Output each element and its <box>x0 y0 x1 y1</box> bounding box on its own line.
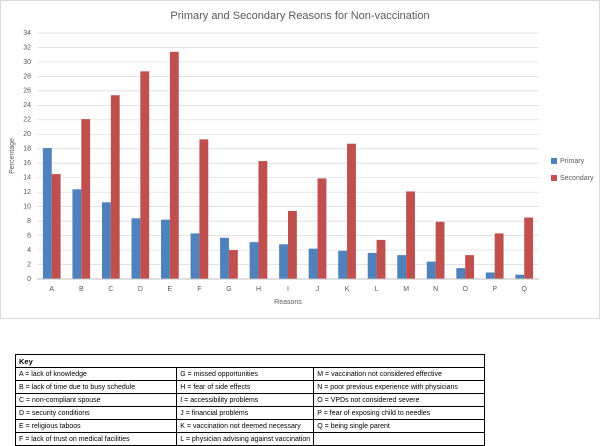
legend-label: Primary <box>560 158 585 165</box>
bar <box>72 189 82 279</box>
key-cell: P = fear of exposing child to needles <box>313 406 485 420</box>
x-tick-label: Q <box>522 286 528 293</box>
x-tick-label: M <box>403 286 409 293</box>
legend-swatch <box>551 158 557 164</box>
y-tick-label: 4 <box>27 247 31 254</box>
bar <box>288 210 297 279</box>
x-tick-label: G <box>226 286 231 293</box>
bar <box>169 51 179 279</box>
bar <box>308 248 318 279</box>
x-tick-label: N <box>433 286 438 293</box>
bar <box>110 95 120 279</box>
bar <box>51 174 61 279</box>
key-cell: K = vaccination not deemed necessary <box>176 419 315 433</box>
y-tick-label: 34 <box>23 30 31 37</box>
y-tick-label: 18 <box>23 146 31 153</box>
y-tick-label: 20 <box>23 131 31 138</box>
chart-border <box>0 0 600 319</box>
bar <box>199 139 209 279</box>
bar <box>367 252 377 279</box>
bar <box>190 233 200 279</box>
key-cell: A = lack of knowledge <box>14 367 178 381</box>
bar <box>42 148 52 279</box>
bar <box>524 217 534 279</box>
y-tick-label: 0 <box>27 276 31 283</box>
chart-title: Primary and Secondary Reasons for Non-va… <box>170 10 429 22</box>
y-tick-label: 16 <box>23 160 31 167</box>
bar <box>515 274 525 279</box>
y-tick-label: 10 <box>23 203 31 210</box>
legend-label: Secondary <box>560 175 594 182</box>
x-tick-label: A <box>49 286 54 293</box>
key-table: Key A = lack of knowledge G = missed oppor… <box>14 354 485 446</box>
x-tick-label: E <box>168 286 173 293</box>
key-cell: B = lack of time due to busy schedule <box>14 380 178 394</box>
y-tick-label: 22 <box>23 117 31 124</box>
bar <box>140 71 150 279</box>
bar <box>258 161 268 279</box>
y-tick-label: 30 <box>23 59 31 66</box>
x-tick-label: D <box>138 286 143 293</box>
y-tick-label: 2 <box>27 261 31 268</box>
bar <box>494 233 504 279</box>
x-tick-label: F <box>197 286 201 293</box>
bar <box>228 250 238 279</box>
bar <box>317 178 327 279</box>
bar <box>279 244 288 279</box>
bar <box>347 143 356 279</box>
bar <box>161 219 170 279</box>
key-cell: Q = being single parent <box>313 419 485 433</box>
key-cell: F = lack of trust on medical facilities <box>14 432 178 446</box>
y-tick-label: 32 <box>23 44 31 51</box>
bar <box>101 202 111 279</box>
x-tick-label: O <box>462 286 468 293</box>
x-tick-label: H <box>256 286 261 293</box>
x-tick-label: J <box>316 286 320 293</box>
bar <box>435 221 445 279</box>
key-cell: D = security conditions <box>14 406 178 420</box>
x-tick-label: B <box>79 286 84 293</box>
x-tick-label: P <box>492 286 497 293</box>
key-cell: C = non-compliant spouse <box>14 393 178 407</box>
x-tick-label: K <box>345 286 350 293</box>
bar <box>376 239 386 279</box>
key-cell: O = VPDs not considered severe <box>313 393 485 407</box>
bar <box>81 119 91 279</box>
key-cell <box>313 432 485 446</box>
bar <box>485 272 495 279</box>
key-cell: L = physician advising against vaccinati… <box>176 432 315 446</box>
y-tick-label: 24 <box>23 102 31 109</box>
key-cell: J = financial problems <box>176 406 315 420</box>
bar <box>426 261 436 279</box>
bar <box>249 242 259 279</box>
y-tick-label: 26 <box>23 88 31 95</box>
key-cell: N = poor previous experience with physic… <box>313 380 485 394</box>
key-cell: E = religious taboos <box>14 419 178 433</box>
key-cell: I = accessibility problems <box>176 393 315 407</box>
y-tick-label: 12 <box>23 189 31 196</box>
bar <box>338 250 348 279</box>
bar <box>456 268 466 279</box>
key-cell: M = vaccination not considered effective <box>313 367 485 381</box>
key-cell: H = fear of side effects <box>176 380 315 394</box>
bar <box>406 191 415 279</box>
bar <box>131 218 141 279</box>
legend-swatch <box>551 175 557 181</box>
bar <box>465 255 475 279</box>
y-tick-label: 6 <box>27 232 31 239</box>
x-tick-label: C <box>108 286 113 293</box>
bar <box>220 237 229 279</box>
x-tick-label: I <box>287 286 289 293</box>
key-title: Key <box>15 354 485 368</box>
x-axis-label: Reasons <box>274 299 302 306</box>
y-tick-label: 14 <box>23 175 31 182</box>
y-tick-label: 8 <box>27 218 31 225</box>
key-cell: G = missed opportunities <box>176 367 315 381</box>
bar <box>397 255 407 279</box>
chart: Primary and Secondary Reasons for Non-va… <box>0 0 600 319</box>
y-axis-label: Percentage <box>9 138 16 174</box>
x-tick-label: L <box>375 286 379 293</box>
y-tick-label: 28 <box>23 73 31 80</box>
